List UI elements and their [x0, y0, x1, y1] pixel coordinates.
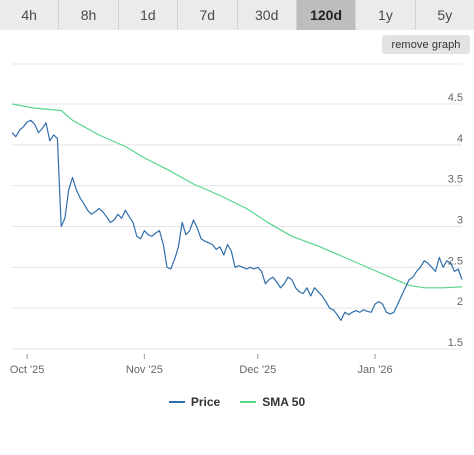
- legend-item-sma-50[interactable]: SMA 50: [240, 395, 305, 409]
- series-line-sma-50: [11, 103, 463, 289]
- x-tick-label: Jan '26: [357, 364, 392, 376]
- series-line-price: [11, 119, 463, 321]
- remove-graph-button[interactable]: remove graph: [382, 35, 470, 54]
- legend-label: Price: [190, 395, 221, 409]
- legend-label: SMA 50: [262, 395, 306, 409]
- range-tab-5y[interactable]: 5y: [415, 0, 474, 30]
- y-tick-label: 2: [457, 296, 463, 308]
- legend-item-price[interactable]: Price: [168, 395, 221, 409]
- y-tick-label: 3: [457, 215, 463, 227]
- x-tick-label: Nov '25: [126, 364, 163, 376]
- legend-swatch: [240, 401, 257, 403]
- y-tick-label: 1.5: [448, 337, 463, 349]
- x-tick-label: Dec '25: [239, 364, 276, 376]
- chart-svg: 1.5 2 2.5 3 3.5 4 4.5 Oct '25 Nov '25 Dec '25 Jan …: [10, 63, 463, 376]
- range-tab-30d[interactable]: 30d: [237, 0, 297, 30]
- price-chart: 1.5 2 2.5 3 3.5 4 4.5 Oct '25 Nov '25 Dec '25 Jan …: [0, 56, 474, 455]
- x-tick-label: Oct '25: [10, 364, 45, 376]
- range-tab-120d[interactable]: 120d: [296, 0, 357, 30]
- y-tick-label: 2.5: [448, 255, 463, 267]
- y-tick-label: 3.5: [448, 174, 463, 186]
- chart-legend: Price SMA 50: [0, 392, 474, 412]
- range-tab-7d[interactable]: 7d: [178, 0, 238, 30]
- time-range-selector: 4h 8h 1d 7d 30d 120d 1y 5y: [0, 0, 474, 30]
- range-tab-1d[interactable]: 1d: [118, 0, 179, 30]
- range-tab-4h[interactable]: 4h: [0, 0, 60, 30]
- y-tick-label: 4: [457, 133, 463, 145]
- y-tick-label: 4.5: [448, 92, 463, 104]
- range-tab-8h[interactable]: 8h: [59, 0, 119, 30]
- range-tab-1y[interactable]: 1y: [356, 0, 416, 30]
- legend-swatch: [168, 401, 185, 403]
